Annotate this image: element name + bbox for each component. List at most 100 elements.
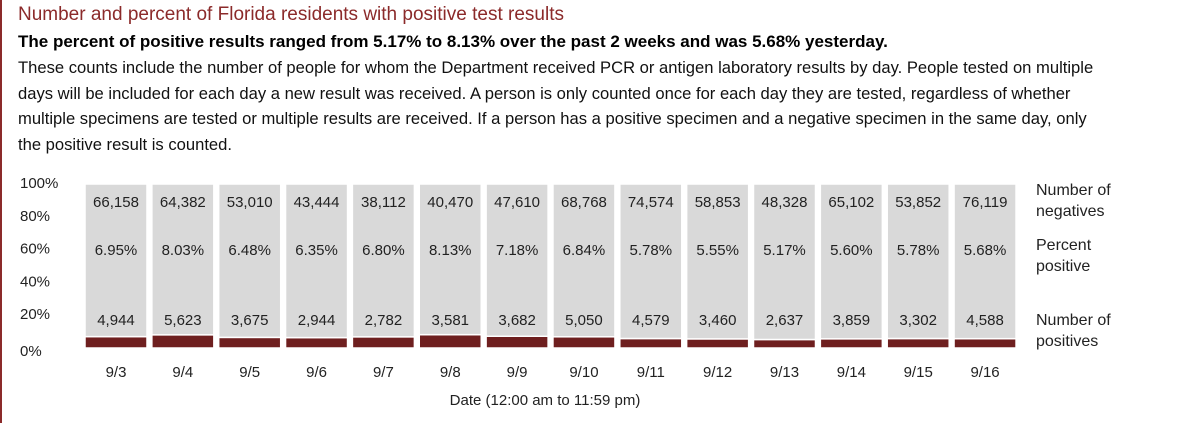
frame-border <box>0 0 2 423</box>
y-tick-label: 100% <box>20 175 58 192</box>
negatives-label: 66,158 <box>93 194 139 211</box>
legend-negatives: Number of negatives <box>1036 182 1111 220</box>
x-axis-label: Date (12:00 am to 11:59 pm) <box>450 392 641 409</box>
positives-label: 5,050 <box>565 312 603 329</box>
negatives-label: 53,010 <box>227 194 273 211</box>
bar-segment <box>752 338 817 349</box>
negatives-label: 68,768 <box>561 194 607 211</box>
x-tick-label: 9/15 <box>904 364 933 381</box>
positives-label: 2,944 <box>298 312 336 329</box>
bar-segment <box>418 333 482 349</box>
percent-label: 6.84% <box>563 242 606 259</box>
bar-segment <box>886 183 950 340</box>
negatives-label: 48,328 <box>762 194 808 211</box>
x-tick-label: 9/3 <box>106 364 127 381</box>
positives-label: 3,460 <box>699 312 737 329</box>
percent-label: 8.03% <box>162 242 205 259</box>
percent-label: 6.35% <box>295 242 338 259</box>
bar-segment <box>685 338 750 349</box>
chart-description: These counts include the number of peopl… <box>18 58 1094 154</box>
bar-segment <box>284 183 349 339</box>
positives-label: 4,579 <box>632 312 670 329</box>
bar-segment <box>886 337 950 349</box>
bar-segment <box>151 183 215 336</box>
bar-segment <box>84 183 148 338</box>
bar-segment <box>284 336 349 349</box>
percent-label: 6.95% <box>95 242 138 259</box>
bar-segment <box>84 335 148 349</box>
chart-title: Number and percent of Florida residents … <box>18 4 564 25</box>
positives-label: 3,859 <box>833 312 871 329</box>
bar-segment <box>351 336 416 349</box>
negatives-label: 38,112 <box>361 194 406 211</box>
bar-segment <box>418 183 482 336</box>
bar-segment <box>953 183 1017 340</box>
bar-segment <box>217 336 282 349</box>
percent-label: 7.18% <box>496 242 539 259</box>
y-tick-label: 20% <box>20 306 50 323</box>
bar-segment <box>619 183 683 340</box>
negatives-label: 65,102 <box>828 194 874 211</box>
y-tick-label: 80% <box>20 208 50 225</box>
bar-segment <box>552 183 616 338</box>
y-tick-label: 0% <box>20 343 42 360</box>
bar-segment <box>485 183 549 337</box>
x-tick-label: 9/4 <box>172 364 193 381</box>
positives-label: 4,588 <box>966 312 1004 329</box>
positives-label: 2,637 <box>766 312 804 329</box>
x-tick-label: 9/7 <box>373 364 394 381</box>
bar-segment <box>351 183 416 338</box>
x-tick-label: 9/5 <box>239 364 260 381</box>
negatives-label: 76,119 <box>963 194 1008 211</box>
negatives-label: 47,610 <box>494 194 540 211</box>
percent-label: 5.55% <box>696 242 739 259</box>
x-tick-label: 9/11 <box>637 364 665 381</box>
positives-label: 2,782 <box>365 312 403 329</box>
positives-label: 3,675 <box>231 312 269 329</box>
percent-label: 6.48% <box>228 242 271 259</box>
percent-label: 6.80% <box>362 242 405 259</box>
bar-segment <box>485 335 549 349</box>
negatives-label: 58,853 <box>695 194 741 211</box>
positives-label: 4,944 <box>97 312 135 329</box>
x-tick-label: 9/14 <box>837 364 866 381</box>
y-tick-label: 40% <box>20 273 50 290</box>
positives-label: 3,302 <box>899 312 937 329</box>
negatives-label: 40,470 <box>427 194 473 211</box>
percent-label: 5.60% <box>830 242 873 259</box>
positives-label: 3,581 <box>431 312 469 329</box>
bar-segment <box>217 183 282 339</box>
x-tick-label: 9/10 <box>569 364 598 381</box>
x-tick-label: 9/9 <box>507 364 528 381</box>
negatives-label: 64,382 <box>160 194 206 211</box>
percent-label: 5.78% <box>897 242 940 259</box>
percent-label: 5.17% <box>763 242 806 259</box>
negatives-label: 74,574 <box>628 194 674 211</box>
y-tick-label: 60% <box>20 241 50 258</box>
bar-segment <box>819 183 884 340</box>
percent-label: 8.13% <box>429 242 472 259</box>
x-tick-label: 9/16 <box>970 364 999 381</box>
bar-segment <box>953 337 1017 349</box>
x-tick-label: 9/13 <box>770 364 799 381</box>
percent-label: 5.68% <box>964 242 1007 259</box>
percent-label: 5.78% <box>630 242 673 259</box>
bar-segment <box>752 183 817 341</box>
legend-percent: Percent positive <box>1036 237 1092 275</box>
bar-segment <box>619 337 683 349</box>
negatives-label: 53,852 <box>895 194 941 211</box>
bar-segment <box>151 334 215 349</box>
legend-positives: Number of positives <box>1036 312 1111 350</box>
bar-segment <box>552 336 616 349</box>
chart-subtitle: The percent of positive results ranged f… <box>18 32 888 51</box>
bar-segment <box>819 338 884 349</box>
x-tick-label: 9/8 <box>440 364 461 381</box>
x-tick-label: 9/12 <box>703 364 732 381</box>
bar-segment <box>685 183 750 340</box>
positives-label: 5,623 <box>164 312 202 329</box>
negatives-label: 43,444 <box>294 194 340 211</box>
positives-label: 3,682 <box>498 312 536 329</box>
x-tick-label: 9/6 <box>306 364 327 381</box>
